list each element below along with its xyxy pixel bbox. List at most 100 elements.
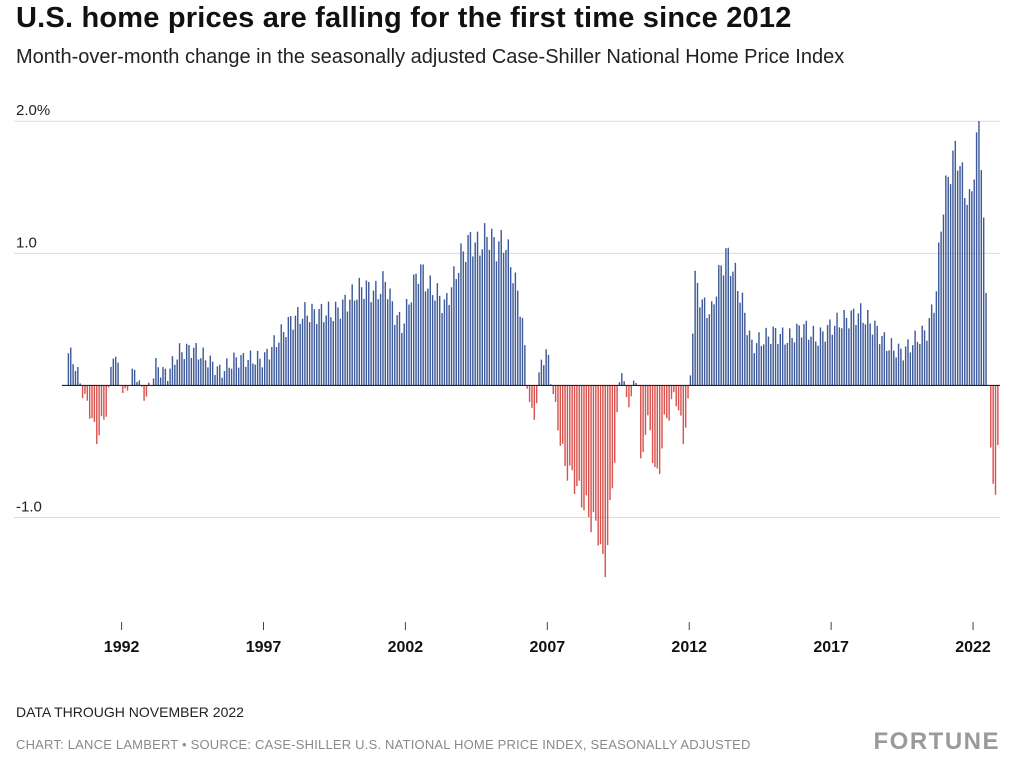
bar — [353, 300, 356, 386]
bar — [640, 385, 642, 459]
bar — [360, 287, 363, 386]
bar — [926, 340, 928, 386]
bar — [590, 385, 592, 533]
bar — [803, 324, 805, 386]
bar — [93, 385, 96, 422]
bar — [207, 367, 209, 386]
bar — [982, 217, 985, 386]
bar — [954, 140, 957, 386]
bar — [155, 358, 157, 386]
bar — [289, 316, 292, 386]
bar — [509, 267, 512, 386]
bar — [576, 385, 578, 487]
bar — [990, 385, 992, 448]
bar — [434, 300, 436, 386]
bar — [763, 344, 765, 386]
bar — [559, 385, 562, 446]
bar — [893, 350, 895, 386]
bar — [133, 369, 136, 386]
bar — [670, 385, 673, 400]
bar — [410, 302, 413, 386]
bar — [930, 304, 933, 386]
bar — [438, 295, 441, 386]
bar — [74, 371, 77, 386]
bar — [476, 231, 479, 386]
bar — [235, 357, 238, 386]
bar — [327, 301, 330, 386]
bar — [722, 275, 725, 386]
bar — [732, 271, 734, 386]
bar — [526, 385, 528, 389]
bar — [642, 385, 644, 452]
bar — [72, 364, 74, 386]
bar — [718, 264, 720, 386]
bar — [363, 298, 365, 386]
bar — [386, 299, 389, 386]
bar — [871, 334, 874, 386]
bar — [992, 385, 994, 484]
bar — [100, 385, 103, 417]
bar — [869, 323, 871, 386]
bar — [658, 385, 661, 474]
bar — [897, 343, 900, 386]
bar — [580, 385, 583, 508]
bar — [817, 345, 819, 386]
bar — [966, 204, 968, 386]
bar — [398, 311, 401, 386]
bar — [708, 314, 711, 386]
bar — [188, 345, 190, 386]
bar — [614, 385, 616, 463]
bar — [252, 363, 254, 386]
bar — [379, 293, 382, 386]
bar — [502, 252, 505, 386]
bar — [342, 299, 344, 386]
bar — [164, 368, 167, 386]
bar — [415, 273, 417, 386]
bar — [822, 331, 824, 386]
bar — [973, 179, 975, 386]
bar — [136, 382, 138, 386]
bar — [692, 333, 694, 386]
bar — [197, 359, 200, 386]
bar — [88, 385, 91, 419]
bar — [297, 307, 299, 386]
bar — [448, 305, 450, 386]
bar — [455, 279, 457, 386]
bar — [694, 270, 696, 386]
bar — [122, 385, 124, 394]
bar — [263, 352, 266, 386]
bar — [98, 385, 100, 436]
bar — [807, 339, 810, 386]
bar — [599, 385, 602, 545]
bar — [857, 313, 860, 386]
bar — [928, 318, 930, 386]
bar — [514, 272, 517, 386]
bar — [524, 345, 526, 386]
bar — [557, 385, 559, 431]
bar — [758, 332, 760, 386]
bar — [800, 337, 803, 386]
bar — [332, 321, 334, 386]
bar — [923, 330, 926, 386]
bar — [975, 132, 978, 386]
bar — [753, 353, 755, 386]
bar — [649, 385, 651, 431]
bar — [519, 316, 521, 386]
bar — [592, 385, 595, 513]
bar — [888, 350, 890, 386]
gridlines — [14, 120, 1000, 519]
bar — [140, 385, 143, 387]
bar — [204, 360, 207, 386]
bar — [185, 343, 188, 386]
bar — [997, 385, 999, 446]
bar — [774, 328, 777, 386]
bar — [538, 372, 540, 386]
bar — [675, 385, 677, 407]
bar — [498, 241, 500, 386]
bar — [308, 322, 311, 386]
bar — [176, 359, 178, 386]
bar — [330, 317, 332, 386]
bar — [644, 385, 647, 435]
bar — [282, 332, 285, 386]
bar — [280, 324, 282, 386]
